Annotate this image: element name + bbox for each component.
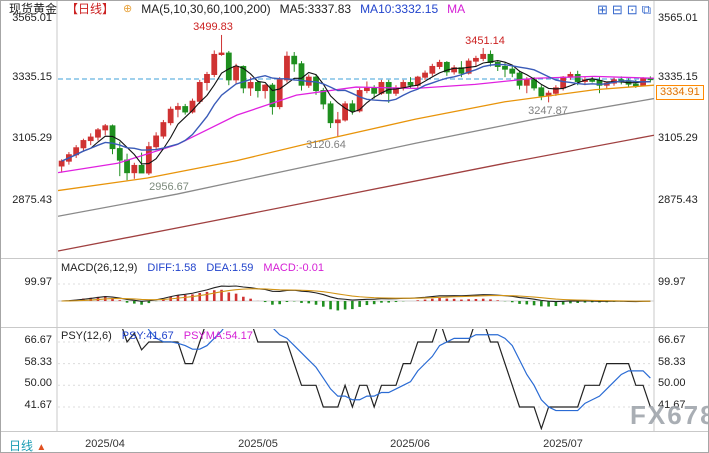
y-axis-label-left: 3565.01	[12, 12, 52, 24]
psy-line	[147, 329, 651, 412]
x-axis-label: 2025/05	[238, 438, 278, 450]
psy-axis-label-left: 58.33	[24, 356, 52, 368]
indicator-settings-icon[interactable]: ⊕	[123, 3, 133, 15]
macd-value: MACD:-0.01	[263, 262, 324, 274]
x-axis-label: 2025/07	[543, 438, 583, 450]
ma5-line	[61, 60, 651, 165]
panel-frame	[1, 1, 708, 432]
window-layout-icon[interactable]: ⧉	[641, 2, 651, 17]
price-annotation: 3120.64	[306, 139, 346, 151]
psy-value: PSY:41.67	[121, 330, 174, 342]
macd-axis-label-left: 99.97	[24, 276, 52, 288]
psy-axis-label-right: 50.00	[658, 377, 686, 389]
window-layout-icon[interactable]: ⊞	[596, 2, 608, 17]
ma-settings-label: MA(5,10,30,60,100,200)	[141, 2, 271, 16]
chart-header: 现货黄金 【日线】 ⊕ MA(5,10,30,60,100,200) MA5:3…	[9, 2, 651, 17]
timeframe-selector[interactable]: 日线 ▲	[9, 437, 47, 453]
macd-axis-label-right: 99.97	[658, 276, 686, 288]
macd-dea-value: DEA:1.59	[206, 262, 254, 274]
psy-axis-label-right: 41.67	[658, 399, 686, 411]
psy-axis-label-left: 41.67	[24, 399, 52, 411]
price-annotation: 3499.83	[193, 21, 233, 33]
y-axis-label-right: 3335.15	[658, 71, 698, 83]
watermark: FX678	[630, 400, 709, 430]
price-annotation: 2956.67	[149, 181, 189, 193]
ma5-value: MA5:3337.83	[279, 2, 352, 16]
current-price-tag: 3334.91	[656, 85, 704, 101]
psy-title[interactable]: PSY(12,6)	[61, 330, 112, 342]
y-axis-label-left: 3105.29	[12, 132, 52, 144]
ma30-value-truncated: MA	[447, 2, 466, 16]
y-axis-label-right: 3565.01	[658, 12, 698, 24]
macd-title[interactable]: MACD(26,12,9)	[61, 262, 138, 274]
psy-axis-label-left: 66.67	[24, 334, 52, 346]
y-axis-label-left: 3335.15	[12, 71, 52, 83]
macd-label-row: MACD(26,12,9) DIFF:1.58 DEA:1.59 MACD:-0…	[61, 262, 324, 274]
timeframe-label: 日线	[9, 439, 34, 453]
psy-axis-label-right: 66.67	[658, 334, 686, 346]
psy-axis-label-right: 58.33	[658, 356, 686, 368]
y-axis-label-left: 2875.43	[12, 194, 52, 206]
x-axis-label: 2025/04	[85, 438, 125, 450]
psy-axis-label-left: 50.00	[24, 377, 52, 389]
ma10-value: MA10:3332.15	[360, 2, 439, 16]
period-tag: 【日线】	[66, 2, 115, 16]
macd-diff-value: DIFF:1.58	[147, 262, 197, 274]
timeframe-arrow-icon: ▲	[36, 442, 47, 453]
window-layout-buttons: ⊞ ⊟ ⊡ ⧉	[597, 3, 651, 16]
y-axis-label-right: 2875.43	[658, 194, 698, 206]
price-annotation: 3247.87	[528, 105, 568, 117]
window-layout-icon[interactable]: ⊡	[626, 2, 638, 17]
x-axis-label: 2025/06	[390, 438, 430, 450]
psyma-value: PSYMA:54.17	[183, 330, 253, 342]
symbol-name: 现货黄金	[9, 2, 58, 16]
price-annotation: 3451.14	[465, 35, 505, 47]
psy-label-row: PSY(12,6) PSY:41.67 PSYMA:54.17	[61, 330, 253, 342]
ma10-line	[61, 63, 651, 162]
ma-overlays	[58, 75, 654, 252]
macd-line	[61, 288, 651, 302]
window-layout-icon[interactable]: ⊟	[611, 2, 623, 17]
y-axis-label-right: 3105.29	[658, 132, 698, 144]
